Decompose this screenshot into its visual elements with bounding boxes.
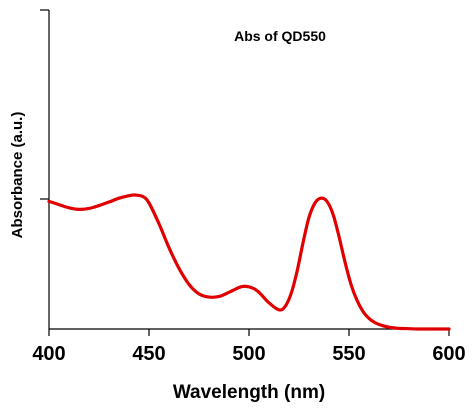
x-axis-title: Wavelength (nm) [173, 382, 325, 403]
chart-title: Abs of QD550 [234, 28, 326, 44]
absorbance-series-line [47, 193, 451, 331]
series-layer [47, 193, 451, 331]
x-ticks [48, 329, 450, 336]
axes [40, 9, 449, 330]
x-tick-label: 500 [232, 343, 265, 365]
x-tick-label: 550 [332, 343, 365, 365]
x-tick-label: 450 [132, 343, 165, 365]
y-axis-title: Absorbance (a.u.) [9, 112, 26, 239]
x-tick-label: 600 [432, 343, 465, 365]
x-tick-label: 400 [32, 343, 65, 365]
x-tick-labels: 400 450 500 550 600 [32, 343, 465, 365]
